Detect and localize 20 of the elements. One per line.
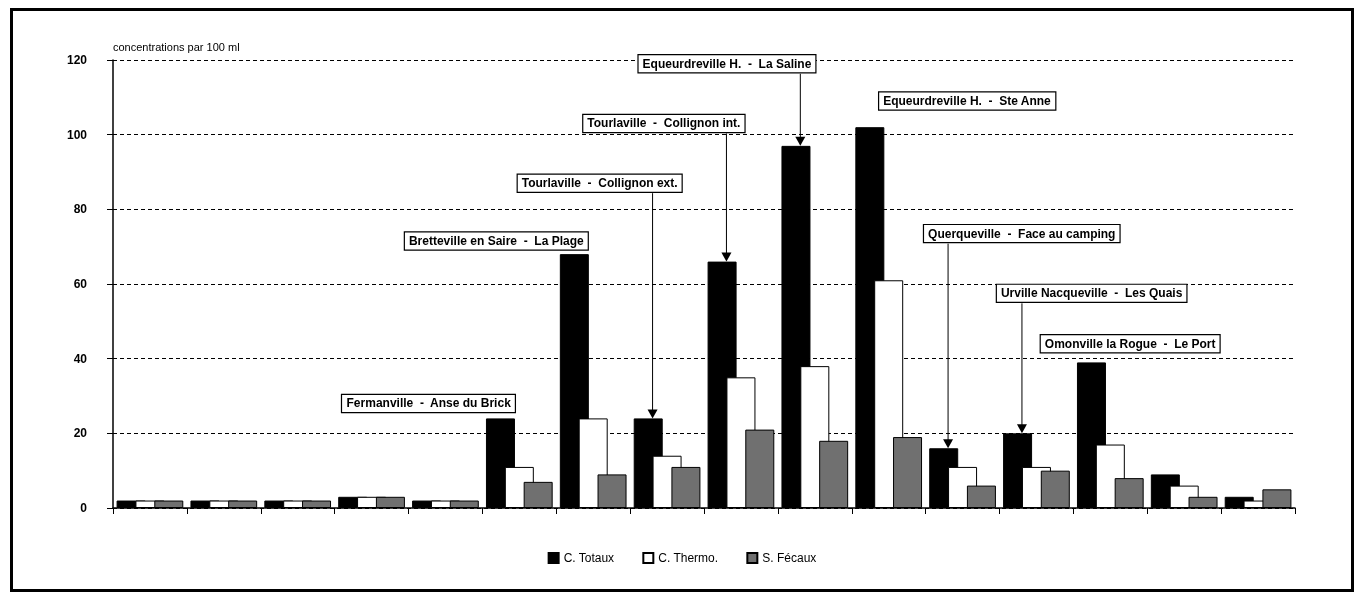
y-tick-label: 120 — [66, 53, 88, 67]
annotation: Querqueville - Face au camping — [928, 226, 1116, 241]
annotation: Tourlaville - Collignon ext. — [521, 176, 678, 191]
y-axis-title: concentrations par 100 ml — [113, 40, 240, 53]
y-tick-label: 60 — [73, 277, 88, 291]
annotation: Equeurdreville H. - La Saline — [642, 56, 812, 71]
legend-label: C. Thermo. — [658, 551, 719, 565]
annotation: Bretteville en Saire - La Plage — [408, 234, 584, 249]
annotation: Equeurdreville H. - Ste Anne — [883, 94, 1052, 109]
y-tick-label: 40 — [73, 351, 88, 366]
y-tick-label: 0 — [80, 501, 88, 515]
annotation: Urville Nacqueville - Les Quais — [1000, 286, 1183, 301]
annotation: Tourlaville - Collignon int. — [587, 116, 741, 131]
legend-label: S. Fécaux — [762, 551, 817, 565]
annotation: Fermanville - Anse du Brick — [346, 396, 512, 411]
annotation: Omonville la Rogue - Le Port — [1044, 336, 1216, 351]
y-tick-label: 100 — [66, 127, 88, 142]
y-tick-label: 20 — [73, 426, 88, 441]
legend-label: C. Totaux — [563, 551, 615, 565]
y-tick-label: 80 — [73, 202, 88, 217]
